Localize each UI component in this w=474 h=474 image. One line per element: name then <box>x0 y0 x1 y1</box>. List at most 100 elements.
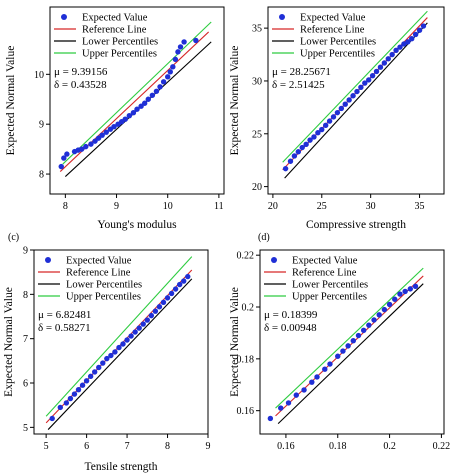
legend-entry: Lower Percentiles <box>292 280 368 291</box>
upper-percentiles-line <box>282 10 428 163</box>
expected-value-point <box>160 79 167 85</box>
expected-value-point <box>57 404 64 411</box>
plot-area <box>45 256 193 430</box>
expected-value-point <box>407 286 414 292</box>
plot-frame <box>259 249 445 435</box>
y-tick-label: 9 <box>23 246 28 257</box>
expected-value-point <box>397 44 403 50</box>
expected-value-point <box>377 64 384 70</box>
y-tick-label: 35 <box>252 24 262 35</box>
expected-value-point <box>112 349 118 355</box>
plot-frame <box>49 6 225 195</box>
expected-value-point <box>134 106 140 112</box>
y-tick-label: 8 <box>23 290 28 301</box>
expected-value-point <box>334 109 341 116</box>
lower-percentiles-line <box>277 283 424 425</box>
legend-entry: Reference Line <box>82 25 147 36</box>
expected-value-point <box>149 92 156 98</box>
x-tick-label: 11 <box>214 201 224 212</box>
expected-value-point <box>172 56 179 63</box>
legend-entry: Lower Percentiles <box>300 37 376 48</box>
expected-value-point <box>99 132 105 138</box>
expected-value-point <box>319 126 325 133</box>
legend-entry: Expected Value <box>82 13 148 24</box>
x-tick-label: 35 <box>415 201 425 212</box>
x-axis-title: Young's modulus <box>97 219 177 231</box>
legend-entry: Reference Line <box>300 25 365 36</box>
expected-value-point <box>122 116 128 122</box>
y-tick-label: 8 <box>39 170 44 181</box>
std-stat: δ = 2.51425 <box>272 79 325 91</box>
expected-value-point <box>295 149 302 155</box>
expected-value-point <box>185 273 191 280</box>
legend-entry: Lower Percentiles <box>66 280 142 291</box>
expected-value-point <box>140 321 146 327</box>
y-tick-label: 0.16 <box>237 406 255 417</box>
expected-value-point <box>87 373 94 380</box>
expected-value-point <box>160 299 167 306</box>
upper-percentiles-line <box>45 256 193 417</box>
x-tick-label: 30 <box>366 201 376 212</box>
expected-value-point <box>156 304 163 310</box>
expected-value-point <box>373 68 380 75</box>
legend-entry: Upper Percentiles <box>292 292 367 303</box>
expected-value-point <box>350 338 356 344</box>
expected-value-point <box>291 153 298 159</box>
legend-entry: Upper Percentiles <box>66 292 141 303</box>
expected-value-point <box>136 325 142 331</box>
expected-value-point <box>362 80 368 86</box>
expected-value-point <box>267 415 274 422</box>
expected-value-point <box>141 100 148 106</box>
expected-value-point <box>181 278 187 284</box>
y-axis-title: Expected Normal Value <box>5 46 17 156</box>
expected-value-point <box>299 144 305 151</box>
plot-frame <box>267 6 445 195</box>
mean-stat: μ = 9.39156 <box>54 66 108 78</box>
legend-entry: Expected Value <box>66 256 132 267</box>
expected-value-point <box>366 77 372 83</box>
x-tick-label: 20 <box>268 201 278 212</box>
x-axis-title: Tensile strength <box>85 461 158 473</box>
y-axis-title: Expected Normal Value <box>3 287 15 397</box>
expected-value-point <box>108 352 114 359</box>
expected-value-point <box>287 158 294 164</box>
expected-value-point <box>79 146 85 152</box>
legend-entry: Expected Value <box>292 256 358 267</box>
expected-value-point <box>61 155 67 161</box>
expected-value-point <box>49 415 55 422</box>
x-tick-label: 0.18 <box>329 441 347 452</box>
expected-value-point <box>278 405 284 411</box>
expected-value-point <box>128 333 134 339</box>
y-tick-label: 5 <box>23 423 28 434</box>
y-axis-title: Expected Normal Value <box>229 46 241 156</box>
expected-value-point <box>282 165 289 172</box>
y-tick-label: 7 <box>23 334 28 345</box>
qq-panel-4: 0.16 0.18 0.2 0.22 0.16 0.18 0.2 0.22 Expected V… <box>229 232 450 452</box>
plot-area <box>267 267 424 425</box>
expected-value-point <box>116 344 122 351</box>
expected-value-point <box>144 317 151 323</box>
expected-value-point <box>416 27 423 33</box>
expected-value-point <box>176 281 183 288</box>
legend-entry: Upper Percentiles <box>300 49 375 60</box>
expected-value-point <box>311 134 317 140</box>
expected-value-point <box>96 364 102 371</box>
expected-value-point <box>130 110 137 116</box>
std-stat: δ = 0.00948 <box>264 322 317 334</box>
plot-frame <box>33 249 209 435</box>
x-tick-label: 9 <box>206 441 211 452</box>
expected-value-point <box>412 31 419 38</box>
x-tick-label: 9 <box>114 201 119 212</box>
expected-value-point <box>164 295 171 301</box>
qq-panel-2: 20 25 30 35 20 25 30 35 Expected ValueReference … <box>229 6 445 231</box>
mean-stat: μ = 0.18399 <box>264 309 318 321</box>
expected-value-point <box>385 56 391 62</box>
expected-value-point <box>83 143 89 150</box>
expected-value-point <box>392 296 398 302</box>
expected-value-point <box>397 291 403 297</box>
expected-value-point <box>193 37 199 44</box>
expected-value-point <box>64 151 70 157</box>
expected-value-point <box>120 341 126 347</box>
lower-percentiles-line <box>47 278 193 430</box>
